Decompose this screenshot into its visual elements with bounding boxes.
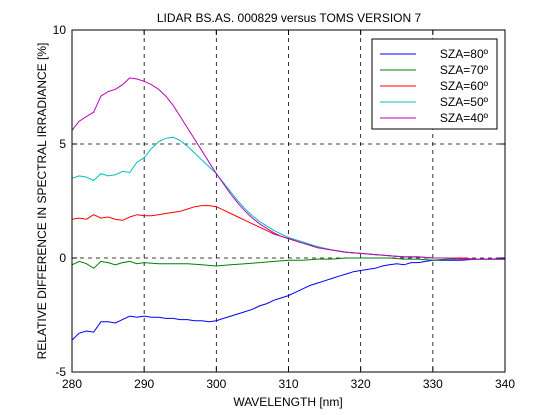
series-line-1 [71, 257, 506, 341]
x-tick-label: 280 [62, 377, 82, 391]
legend-label-4: SZA=50º [440, 95, 489, 109]
series-line-2 [71, 257, 505, 269]
y-axis-label: RELATIVE DIFFERENCE IN SPECTRAL IRRADIAN… [35, 43, 49, 360]
x-tick-label: 330 [423, 377, 443, 391]
y-tick-label: 5 [59, 137, 66, 151]
x-tick-label: 310 [278, 377, 298, 391]
series-line-5 [71, 77, 505, 260]
y-tick-label: 10 [53, 23, 67, 37]
x-axis: 280 290 300 310 320 330 340 [62, 30, 515, 391]
chart-title: LIDAR BS.AS. 000829 versus TOMS VERSION … [157, 11, 422, 25]
x-axis-label: WAVELENGTH [nm] [233, 395, 342, 409]
x-tick-label: 320 [351, 377, 371, 391]
plot-area [71, 77, 506, 341]
y-tick-label: -5 [55, 365, 66, 379]
x-tick-label: 300 [206, 377, 226, 391]
legend-label-3: SZA=60º [440, 79, 489, 93]
legend-label-1: SZA=80º [440, 47, 489, 61]
x-tick-label: 290 [134, 377, 154, 391]
legend-label-5: SZA=40º [440, 111, 489, 125]
y-axis: -5 0 5 10 [53, 23, 505, 379]
legend-label-2: SZA=70º [440, 63, 489, 77]
legend: SZA=80º SZA=70º SZA=60º SZA=50º SZA=40º [371, 38, 498, 130]
y-tick-label: 0 [59, 251, 66, 265]
x-tick-label: 340 [495, 377, 515, 391]
